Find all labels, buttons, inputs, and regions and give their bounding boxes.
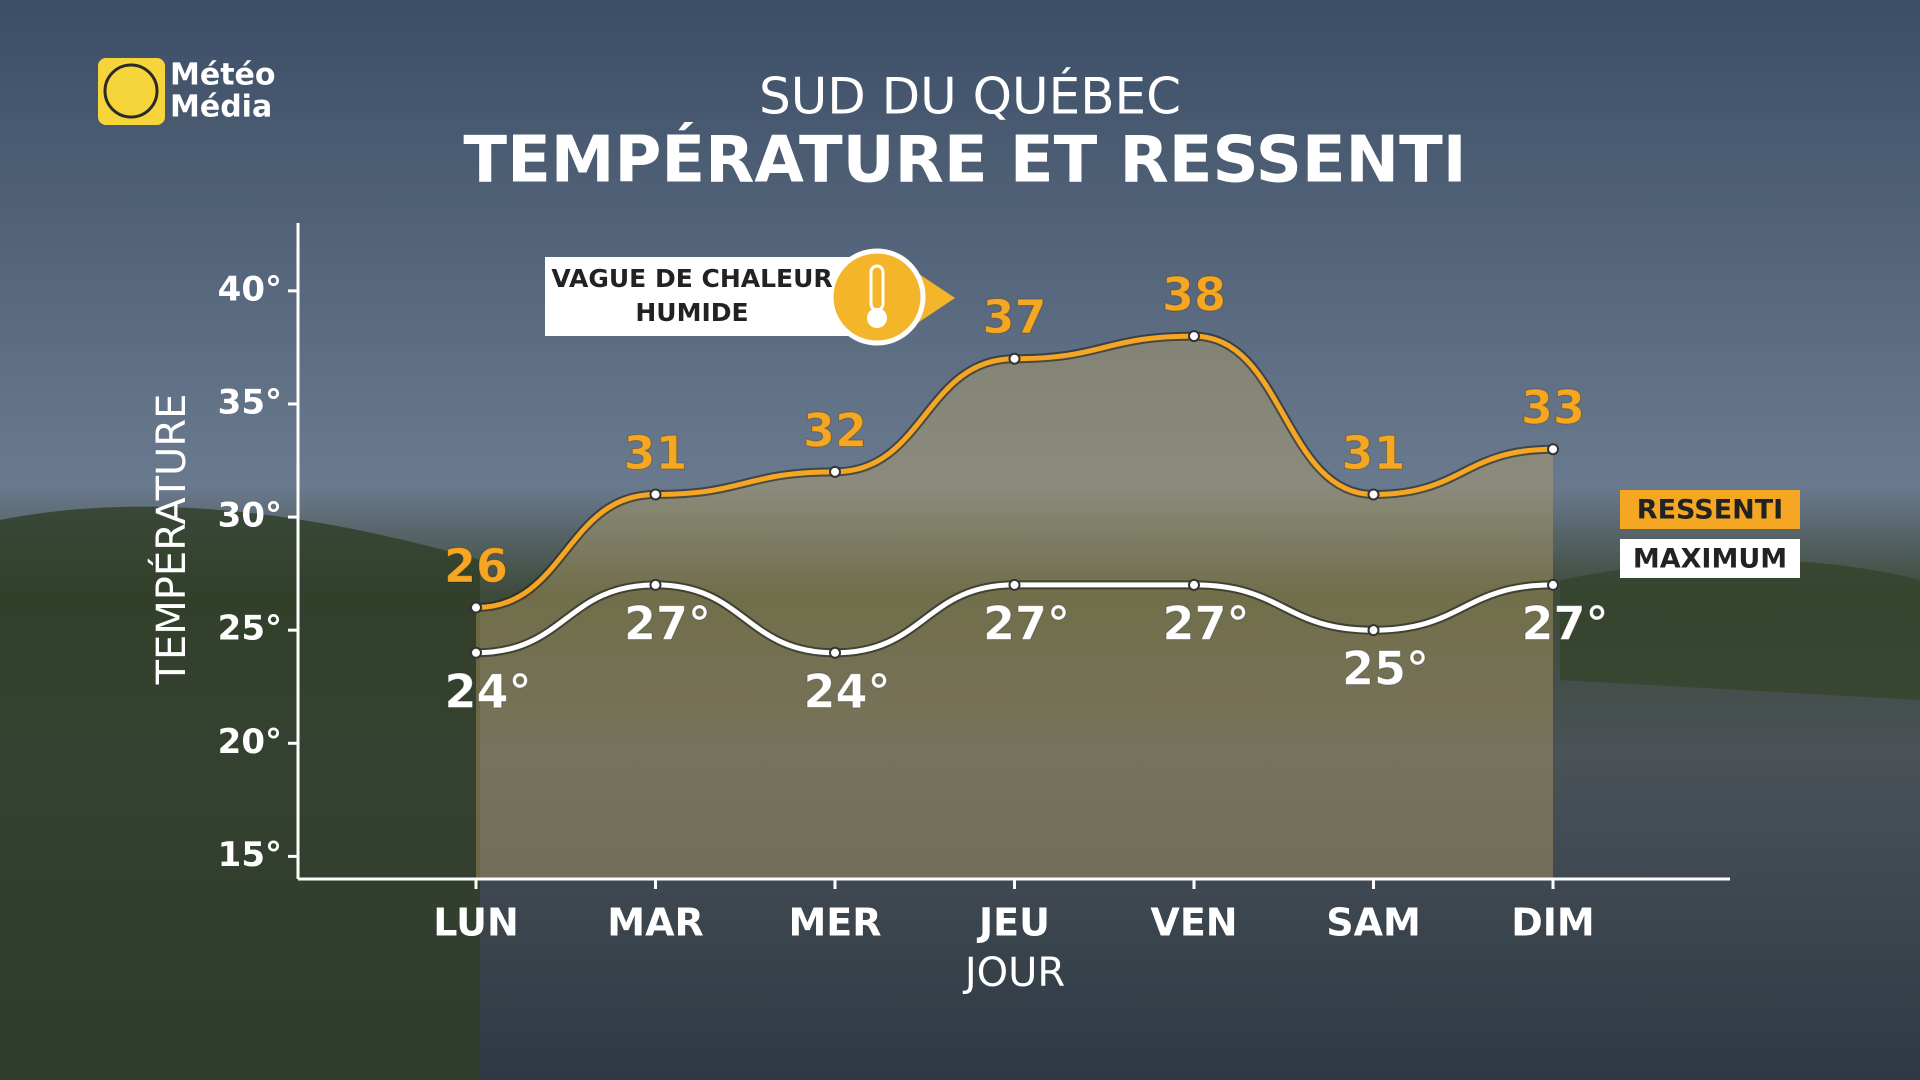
x-tick-label: DIM bbox=[1511, 901, 1595, 945]
data-label: 31 bbox=[1341, 426, 1405, 480]
data-label: 27° bbox=[624, 596, 711, 650]
y-tick-label: 30° bbox=[218, 496, 282, 536]
annotation-icon bbox=[828, 248, 926, 346]
data-label: 24° bbox=[803, 664, 890, 718]
x-tick-label: JEU bbox=[976, 901, 1050, 945]
point bbox=[1008, 352, 1021, 365]
point bbox=[829, 646, 841, 659]
y-tick-label: 20° bbox=[218, 722, 282, 762]
legend-label: RESSENTI bbox=[1637, 495, 1783, 526]
data-label: 27° bbox=[1521, 596, 1608, 650]
point bbox=[1188, 578, 1200, 591]
x-tick-label: LUN bbox=[433, 901, 519, 945]
y-tick-label: 25° bbox=[218, 609, 282, 649]
logo-text: Média bbox=[170, 90, 272, 125]
y-tick-label: 40° bbox=[218, 269, 282, 309]
point bbox=[649, 488, 662, 501]
point bbox=[649, 578, 662, 591]
point bbox=[1547, 443, 1559, 456]
point bbox=[1367, 624, 1380, 637]
chart-title: TEMPÉRATURE ET RESSENTI bbox=[463, 122, 1466, 198]
x-tick-label: SAM bbox=[1326, 901, 1421, 945]
data-label: 33 bbox=[1521, 381, 1585, 435]
point bbox=[470, 646, 482, 659]
legend-swatch bbox=[1620, 539, 1800, 578]
annotation-box bbox=[545, 257, 875, 336]
plot: 15° 20° 25° 30° 35° 40° LUN MAR MER JEU VEN SAM DIM 2… bbox=[218, 223, 1800, 945]
trees-left bbox=[0, 506, 480, 1080]
area bbox=[476, 336, 1553, 879]
point bbox=[1367, 488, 1380, 501]
y-tick-label: 15° bbox=[218, 835, 282, 875]
data-label: 32 bbox=[803, 403, 867, 457]
legend-swatch bbox=[1620, 490, 1800, 529]
logo-mark bbox=[98, 58, 165, 125]
chart-subtitle: SUD DU QUÉBEC bbox=[759, 67, 1181, 126]
annotation: VAGUE DE CHALEUR HUMIDE bbox=[545, 248, 955, 346]
legend-label: MAXIMUM bbox=[1633, 544, 1787, 575]
logo-globe bbox=[103, 63, 159, 119]
x-tick-label: VEN bbox=[1150, 901, 1237, 945]
annotation-text: VAGUE DE CHALEUR bbox=[551, 264, 832, 293]
point bbox=[829, 465, 841, 478]
logo-text: Météo bbox=[170, 58, 276, 93]
data-label: 27° bbox=[1162, 596, 1249, 650]
annotation-text: HUMIDE bbox=[635, 298, 748, 327]
thermometer-bulb bbox=[867, 308, 887, 328]
y-axis-label: TEMPÉRATURE bbox=[147, 394, 195, 686]
x-tick-label: MER bbox=[788, 901, 881, 945]
point bbox=[1008, 578, 1021, 591]
data-label: 24° bbox=[444, 664, 531, 718]
point bbox=[1188, 330, 1200, 343]
point bbox=[1547, 578, 1559, 591]
data-label: 26 bbox=[444, 539, 508, 593]
x-axis-label: JOUR bbox=[962, 950, 1065, 996]
y-tick-label: 35° bbox=[218, 382, 282, 422]
x-tick-label: MAR bbox=[607, 901, 703, 945]
point bbox=[470, 601, 482, 614]
data-label: 25° bbox=[1342, 642, 1429, 696]
trees-right bbox=[1560, 560, 1920, 700]
data-label: 38 bbox=[1162, 268, 1226, 322]
data-label: 37 bbox=[982, 290, 1046, 344]
data-label: 27° bbox=[983, 596, 1070, 650]
data-label: 31 bbox=[623, 426, 687, 480]
